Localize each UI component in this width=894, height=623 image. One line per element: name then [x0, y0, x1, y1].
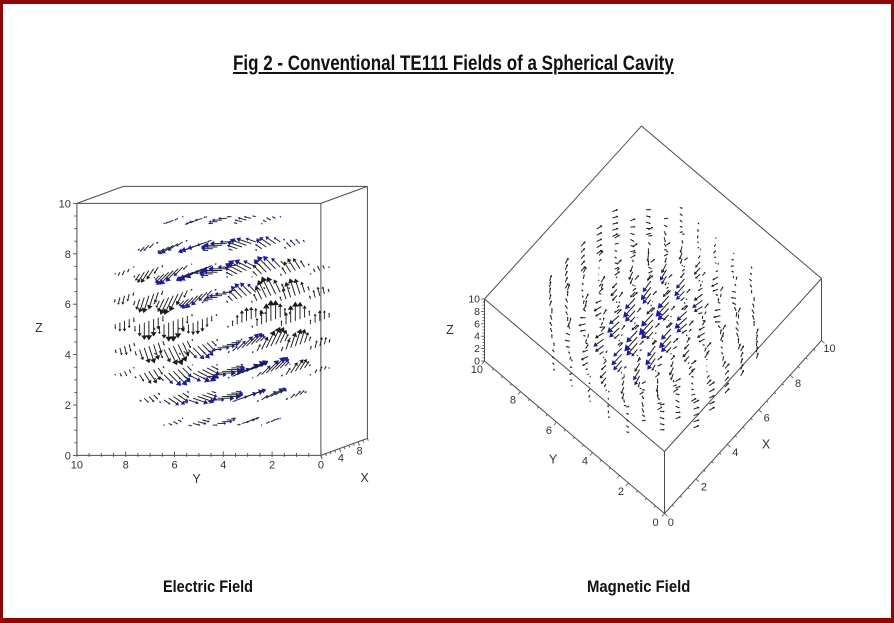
svg-text:8: 8: [474, 306, 480, 318]
svg-text:0: 0: [652, 517, 658, 529]
svg-text:4: 4: [338, 452, 344, 464]
svg-text:X: X: [360, 471, 369, 485]
svg-text:0: 0: [668, 517, 674, 529]
svg-text:4: 4: [582, 456, 588, 468]
svg-text:Y: Y: [192, 472, 201, 486]
svg-text:8: 8: [65, 249, 71, 261]
svg-text:Z: Z: [446, 323, 454, 337]
svg-text:8: 8: [356, 446, 362, 458]
svg-text:X: X: [762, 438, 771, 452]
svg-text:2: 2: [65, 400, 71, 412]
svg-text:4: 4: [732, 447, 738, 459]
svg-text:4: 4: [474, 331, 480, 343]
svg-text:10: 10: [823, 343, 835, 355]
svg-text:4: 4: [65, 350, 71, 362]
svg-text:10: 10: [71, 459, 83, 471]
svg-text:6: 6: [171, 459, 177, 471]
svg-text:Z: Z: [35, 321, 43, 335]
svg-text:2: 2: [269, 459, 275, 471]
svg-text:6: 6: [65, 299, 71, 311]
svg-text:10: 10: [59, 198, 71, 210]
svg-text:10: 10: [468, 294, 480, 306]
svg-text:6: 6: [764, 412, 770, 424]
svg-text:0: 0: [65, 450, 71, 462]
svg-text:2: 2: [618, 486, 624, 498]
svg-text:0: 0: [474, 356, 480, 368]
svg-text:6: 6: [474, 318, 480, 330]
svg-text:2: 2: [701, 482, 707, 494]
svg-text:6: 6: [546, 425, 552, 437]
svg-text:4: 4: [220, 459, 226, 471]
svg-text:0: 0: [318, 459, 324, 471]
svg-text:2: 2: [474, 343, 480, 355]
svg-text:8: 8: [510, 395, 516, 407]
svg-text:8: 8: [123, 459, 129, 471]
svg-text:8: 8: [795, 378, 801, 390]
svg-text:10: 10: [471, 364, 483, 376]
svg-text:Y: Y: [549, 453, 558, 467]
